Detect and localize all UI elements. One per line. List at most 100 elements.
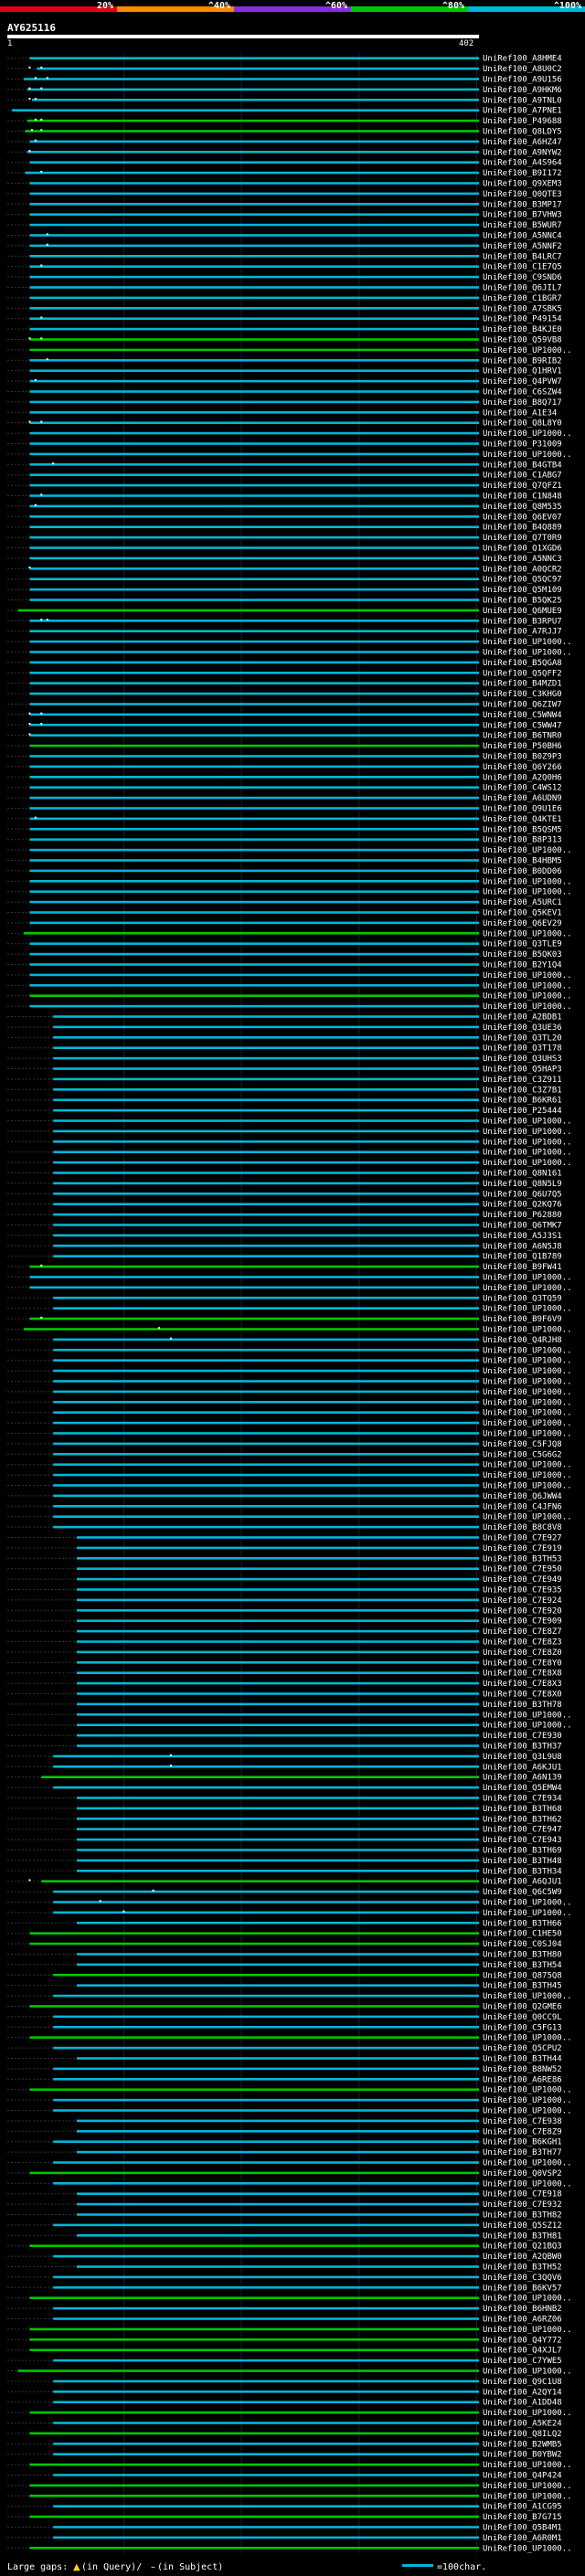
hit-row[interactable]: UniRef100_Q8ILQ2 bbox=[7, 2430, 562, 2439]
hit-label[interactable]: UniRef100_UP1000.. bbox=[483, 638, 572, 647]
hit-row[interactable]: UniRef100_UP1000.. bbox=[7, 2482, 572, 2491]
hit-row[interactable]: UniRef100_C7E943 bbox=[7, 1836, 562, 1845]
hit-label[interactable]: UniRef100_A6HZ47 bbox=[483, 138, 562, 147]
hit-label[interactable]: UniRef100_C9SND6 bbox=[483, 273, 562, 282]
hit-label[interactable]: UniRef100_C7E947 bbox=[483, 1826, 562, 1835]
hit-row[interactable]: UniRef100_C7E909 bbox=[7, 1617, 562, 1627]
hit-label[interactable]: UniRef100_B3RPU7 bbox=[483, 617, 562, 626]
hit-row[interactable]: UniRef100_B9F6V9 bbox=[7, 1315, 562, 1324]
hit-label[interactable]: UniRef100_UP1000.. bbox=[483, 429, 572, 439]
hit-row[interactable]: UniRef100_B0DD06 bbox=[7, 867, 562, 876]
hit-row[interactable]: UniRef100_UP1000.. bbox=[7, 929, 572, 938]
hit-row[interactable]: UniRef100_B7VHW3 bbox=[7, 211, 562, 220]
hit-row[interactable]: UniRef100_Q6JWW4 bbox=[7, 1492, 562, 1501]
hit-label[interactable]: UniRef100_Q8N5L9 bbox=[483, 1180, 562, 1189]
hit-row[interactable]: UniRef100_C3KHG0 bbox=[7, 690, 562, 699]
hit-row[interactable]: UniRef100_B3TH78 bbox=[7, 1701, 562, 1710]
hit-label[interactable]: UniRef100_Q5KEV1 bbox=[483, 909, 562, 918]
hit-row[interactable]: UniRef100_Q5QFF2 bbox=[7, 669, 562, 678]
hit-row[interactable]: UniRef100_Q5SZ12 bbox=[7, 2221, 562, 2231]
hit-row[interactable]: UniRef100_A9TNL0 bbox=[7, 96, 562, 105]
hit-row[interactable]: UniRef100_Q9C1U8 bbox=[7, 2378, 562, 2387]
hit-row[interactable]: UniRef100_C7E8X8 bbox=[7, 1670, 562, 1679]
hit-label[interactable]: UniRef100_B4KJE0 bbox=[483, 325, 562, 334]
hit-label[interactable]: UniRef100_A2QY14 bbox=[483, 2388, 562, 2397]
hit-label[interactable]: UniRef100_Q6MUE9 bbox=[483, 607, 562, 616]
hit-row[interactable]: UniRef100_C6SZW4 bbox=[7, 388, 562, 398]
hit-row[interactable]: UniRef100_B4KJE0 bbox=[7, 325, 562, 334]
hit-label[interactable]: UniRef100_C5G6G2 bbox=[483, 1450, 562, 1459]
hit-row[interactable]: UniRef100_UP1000.. bbox=[7, 638, 572, 647]
hit-label[interactable]: UniRef100_Q9C1U8 bbox=[483, 2378, 562, 2387]
hit-row[interactable]: UniRef100_UP1000.. bbox=[7, 877, 572, 886]
hit-label[interactable]: UniRef100_C1ABG7 bbox=[483, 472, 562, 481]
hit-label[interactable]: UniRef100_B3TH34 bbox=[483, 1867, 562, 1876]
hit-label[interactable]: UniRef100_UP1000.. bbox=[483, 1388, 572, 1397]
hit-row[interactable]: UniRef100_B8NW52 bbox=[7, 2065, 562, 2074]
hit-row[interactable]: UniRef100_C7E920 bbox=[7, 1606, 562, 1616]
hit-label[interactable]: UniRef100_B4GTB4 bbox=[483, 461, 562, 470]
hit-row[interactable]: UniRef100_B4Q889 bbox=[7, 524, 562, 533]
hit-row[interactable]: UniRef100_P49154 bbox=[7, 315, 562, 324]
hit-label[interactable]: UniRef100_B6KR61 bbox=[483, 1097, 562, 1106]
hit-label[interactable]: UniRef100_Q3T178 bbox=[483, 1044, 562, 1054]
hit-label[interactable]: UniRef100_UP1000.. bbox=[483, 1346, 572, 1355]
hit-label[interactable]: UniRef100_B9F6V9 bbox=[483, 1315, 562, 1324]
hit-row[interactable]: UniRef100_B2Y1Q4 bbox=[7, 961, 562, 970]
hit-row[interactable]: UniRef100_C7E918 bbox=[7, 2190, 562, 2200]
hit-row[interactable]: UniRef100_UP1000.. bbox=[7, 1461, 572, 1470]
hit-label[interactable]: UniRef100_A7SBK5 bbox=[483, 304, 562, 313]
hit-row[interactable]: UniRef100_B5QK03 bbox=[7, 950, 562, 959]
hit-label[interactable]: UniRef100_Q9XEM3 bbox=[483, 180, 562, 189]
hit-label[interactable]: UniRef100_UP1000.. bbox=[483, 1149, 572, 1158]
hit-label[interactable]: UniRef100_P62880 bbox=[483, 1211, 562, 1220]
hit-row[interactable]: UniRef100_A5NNF2 bbox=[7, 242, 562, 251]
hit-row[interactable]: UniRef100_C5WNW4 bbox=[7, 711, 562, 720]
hit-row[interactable]: UniRef100_C3Z7B1 bbox=[7, 1086, 562, 1095]
hit-label[interactable]: UniRef100_C7E8Y0 bbox=[483, 1659, 562, 1668]
hit-label[interactable]: UniRef100_B9FW41 bbox=[483, 1263, 562, 1272]
hit-label[interactable]: UniRef100_Q2KQ76 bbox=[483, 1201, 562, 1210]
hit-row[interactable]: UniRef100_Q3T178 bbox=[7, 1044, 562, 1054]
hit-label[interactable]: UniRef100_B3TH53 bbox=[483, 1554, 562, 1564]
hit-row[interactable]: UniRef100_Q6U7Q5 bbox=[7, 1190, 562, 1199]
hit-label[interactable]: UniRef100_UP1000.. bbox=[483, 2034, 572, 2043]
hit-row[interactable]: UniRef100_Q21BQ3 bbox=[7, 2242, 562, 2252]
hit-row[interactable]: UniRef100_B3TH68 bbox=[7, 1805, 562, 1814]
hit-row[interactable]: UniRef100_UP1000.. bbox=[7, 1388, 572, 1397]
hit-label[interactable]: UniRef100_Q8M535 bbox=[483, 503, 562, 512]
hit-row[interactable]: UniRef100_C7E8X3 bbox=[7, 1680, 562, 1689]
hit-row[interactable]: UniRef100_P25444 bbox=[7, 1107, 562, 1116]
hit-label[interactable]: UniRef100_Q4XJL7 bbox=[483, 2347, 562, 2356]
hit-row[interactable]: UniRef100_A6N5J8 bbox=[7, 1242, 562, 1251]
hit-label[interactable]: UniRef100_C0SJ04 bbox=[483, 1940, 562, 1949]
hit-label[interactable]: UniRef100_A8U0C2 bbox=[483, 65, 562, 74]
hit-row[interactable]: UniRef100_P31009 bbox=[7, 440, 562, 450]
hit-label[interactable]: UniRef100_A6UDN9 bbox=[483, 794, 562, 803]
hit-row[interactable]: UniRef100_UP1000.. bbox=[7, 1367, 572, 1376]
hit-label[interactable]: UniRef100_UP1000.. bbox=[483, 1899, 572, 1908]
hit-label[interactable]: UniRef100_A9U156 bbox=[483, 76, 562, 85]
hit-label[interactable]: UniRef100_UP1000.. bbox=[483, 2482, 572, 2491]
hit-label[interactable]: UniRef100_UP1000.. bbox=[483, 1159, 572, 1168]
hit-row[interactable]: UniRef100_Q5M109 bbox=[7, 586, 562, 595]
hit-label[interactable]: UniRef100_C7E918 bbox=[483, 2190, 562, 2200]
hit-label[interactable]: UniRef100_Q8L8Y0 bbox=[483, 419, 562, 429]
hit-row[interactable]: UniRef100_B3TH81 bbox=[7, 2231, 562, 2241]
hit-row[interactable]: UniRef100_Q9U1E6 bbox=[7, 805, 562, 814]
hit-row[interactable]: UniRef100_C7E8Y0 bbox=[7, 1659, 562, 1668]
hit-label[interactable]: UniRef100_A5NNF2 bbox=[483, 242, 562, 251]
hit-row[interactable]: UniRef100_UP1000.. bbox=[7, 2086, 572, 2095]
hit-label[interactable]: UniRef100_UP1000.. bbox=[483, 1722, 572, 1731]
hit-row[interactable]: UniRef100_Q875Q8 bbox=[7, 1971, 562, 1980]
hit-row[interactable]: UniRef100_Q9XEM3 bbox=[7, 180, 562, 189]
hit-label[interactable]: UniRef100_Q5SZ12 bbox=[483, 2221, 562, 2231]
hit-row[interactable]: UniRef100_B6KV57 bbox=[7, 2284, 562, 2293]
hit-label[interactable]: UniRef100_A1CG95 bbox=[483, 2503, 562, 2512]
hit-label[interactable]: UniRef100_Q2GME6 bbox=[483, 2003, 562, 2012]
hit-row[interactable]: UniRef100_A8HME4 bbox=[7, 55, 562, 64]
hit-row[interactable]: UniRef100_B4HBM5 bbox=[7, 857, 562, 866]
hit-row[interactable]: UniRef100_Q3TQ59 bbox=[7, 1294, 562, 1303]
hit-label[interactable]: UniRef100_Q7QFZ1 bbox=[483, 482, 562, 491]
hit-row[interactable]: UniRef100_C5FJQ8 bbox=[7, 1440, 562, 1449]
